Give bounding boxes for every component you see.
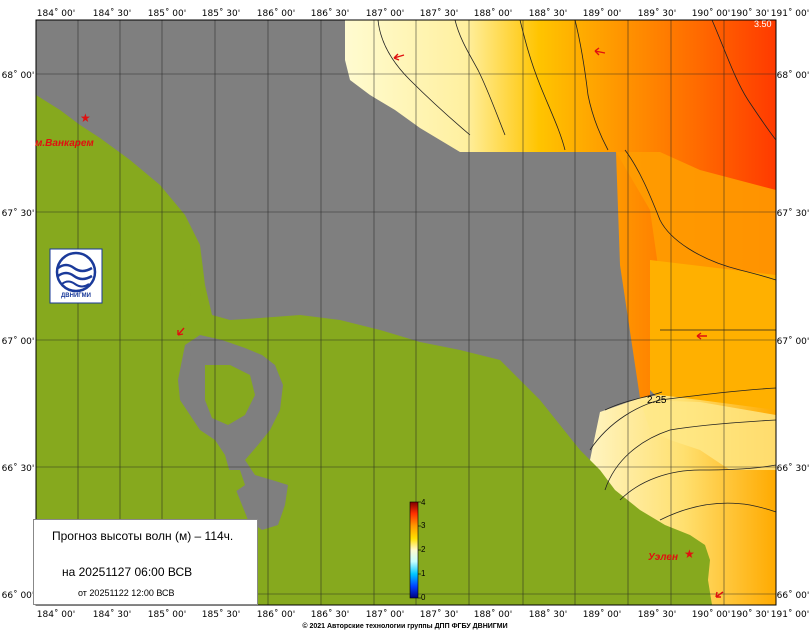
colorbar-tick: 3: [421, 521, 426, 530]
svg-text:188˚ 30': 188˚ 30': [529, 8, 567, 19]
wave-direction-arrows: [177, 47, 724, 598]
copyright: © 2021 Авторские технологии группы ДПП Ф…: [302, 623, 508, 630]
svg-text:188˚ 00': 188˚ 00': [474, 8, 512, 19]
colorbar: 0 1 2 3 4: [409, 498, 426, 602]
place-vankarem: м.Ванкарем: [35, 138, 94, 149]
svg-text:191˚ 00': 191˚ 00': [771, 609, 809, 620]
svg-text:187˚ 00': 187˚ 00': [366, 8, 404, 19]
forecast-date: на 20251127 06:00 ВСВ: [62, 565, 193, 579]
contour-label-high: 3.50: [754, 19, 772, 29]
colorbar-tick: 1: [421, 569, 426, 578]
svg-text:184˚ 00': 184˚ 00': [37, 8, 75, 19]
svg-text:66˚ 30': 66˚ 30': [777, 463, 810, 474]
svg-text:186˚ 00': 186˚ 00': [257, 609, 295, 620]
svg-text:189˚ 30': 189˚ 30': [638, 8, 676, 19]
svg-text:68˚ 00': 68˚ 00': [777, 70, 810, 81]
svg-text:188˚ 30': 188˚ 30': [529, 609, 567, 620]
svg-text:184˚ 30': 184˚ 30': [93, 609, 131, 620]
lat-ticks-left: 68˚ 00' 67˚ 30' 67˚ 00' 66˚ 30' 66˚ 00': [2, 70, 35, 601]
svg-text:186˚ 30': 186˚ 30': [311, 8, 349, 19]
forecast-issued: от 20251122 12:00 ВСВ: [78, 588, 175, 598]
wave-field-south-inner: [640, 400, 776, 470]
svg-text:67˚ 30': 67˚ 30': [777, 208, 810, 219]
lat-ticks-right: 68˚ 00' 67˚ 30' 67˚ 00' 66˚ 30' 66˚ 00': [777, 70, 810, 601]
svg-text:ДВНИГМИ: ДВНИГМИ: [61, 293, 91, 299]
wave-field-east: [616, 152, 776, 300]
svg-text:190˚ 00': 190˚ 00': [692, 8, 730, 19]
contour-lines: [377, 20, 776, 521]
svg-text:189˚ 30': 189˚ 30': [638, 609, 676, 620]
svg-text:68˚ 00': 68˚ 00': [2, 70, 35, 81]
graticule: [36, 20, 776, 605]
dvnigmi-logo: ДВНИГМИ: [49, 248, 103, 304]
svg-text:66˚ 30': 66˚ 30': [2, 463, 35, 474]
svg-text:67˚ 00': 67˚ 00': [777, 336, 810, 347]
svg-text:190˚ 00': 190˚ 00': [692, 609, 730, 620]
svg-text:185˚ 30': 185˚ 30': [202, 609, 240, 620]
svg-text:190˚ 30': 190˚ 30': [731, 609, 769, 620]
svg-text:185˚ 30': 185˚ 30': [202, 8, 240, 19]
svg-text:67˚ 30': 67˚ 30': [2, 208, 35, 219]
colorbar-tick: 0: [421, 593, 426, 602]
plot-frame: [35, 19, 777, 606]
svg-text:186˚ 00': 186˚ 00': [257, 8, 295, 19]
svg-text:187˚ 30': 187˚ 30': [420, 609, 458, 620]
lon-ticks-top: 184˚ 00' 184˚ 30' 185˚ 00' 185˚ 30' 186˚…: [37, 8, 809, 19]
vankarem-marker: ★: [80, 111, 91, 125]
svg-text:191˚ 00': 191˚ 00': [771, 8, 809, 19]
svg-text:66˚ 00': 66˚ 00': [777, 590, 810, 601]
svg-text:187˚ 30': 187˚ 30': [420, 8, 458, 19]
lon-ticks-bottom: 184˚ 00' 184˚ 30' 185˚ 00' 185˚ 30' 186˚…: [37, 609, 809, 620]
svg-text:67˚ 00': 67˚ 00': [2, 336, 35, 347]
wave-field-north: [345, 20, 776, 398]
svg-text:189˚ 00': 189˚ 00': [583, 8, 621, 19]
spit: [178, 258, 194, 331]
colorbar-tick: 2: [421, 545, 426, 554]
svg-text:185˚ 00': 185˚ 00': [148, 609, 186, 620]
svg-text:186˚ 30': 186˚ 30': [311, 609, 349, 620]
place-uelen: Уэлен: [648, 552, 678, 563]
colorbar-tick: 4: [421, 498, 426, 507]
contour-label-low: 2.25: [647, 395, 667, 406]
forecast-title: Прогноз высоты волн (м) – 114ч.: [52, 529, 234, 543]
lagoon-island: [225, 470, 245, 492]
svg-text:184˚ 30': 184˚ 30': [93, 8, 131, 19]
svg-text:189˚ 00': 189˚ 00': [583, 609, 621, 620]
uelen-marker: ★: [684, 547, 695, 561]
svg-text:184˚ 00': 184˚ 00': [37, 609, 75, 620]
forecast-info-box: Прогноз высоты волн (м) – 114ч. на 20251…: [33, 519, 258, 605]
svg-text:190˚ 30': 190˚ 30': [731, 8, 769, 19]
svg-text:185˚ 00': 185˚ 00': [148, 8, 186, 19]
svg-text:187˚ 00': 187˚ 00': [366, 609, 404, 620]
svg-text:66˚ 00': 66˚ 00': [2, 590, 35, 601]
svg-text:188˚ 00': 188˚ 00': [474, 609, 512, 620]
lagoon-inner: [205, 365, 255, 425]
